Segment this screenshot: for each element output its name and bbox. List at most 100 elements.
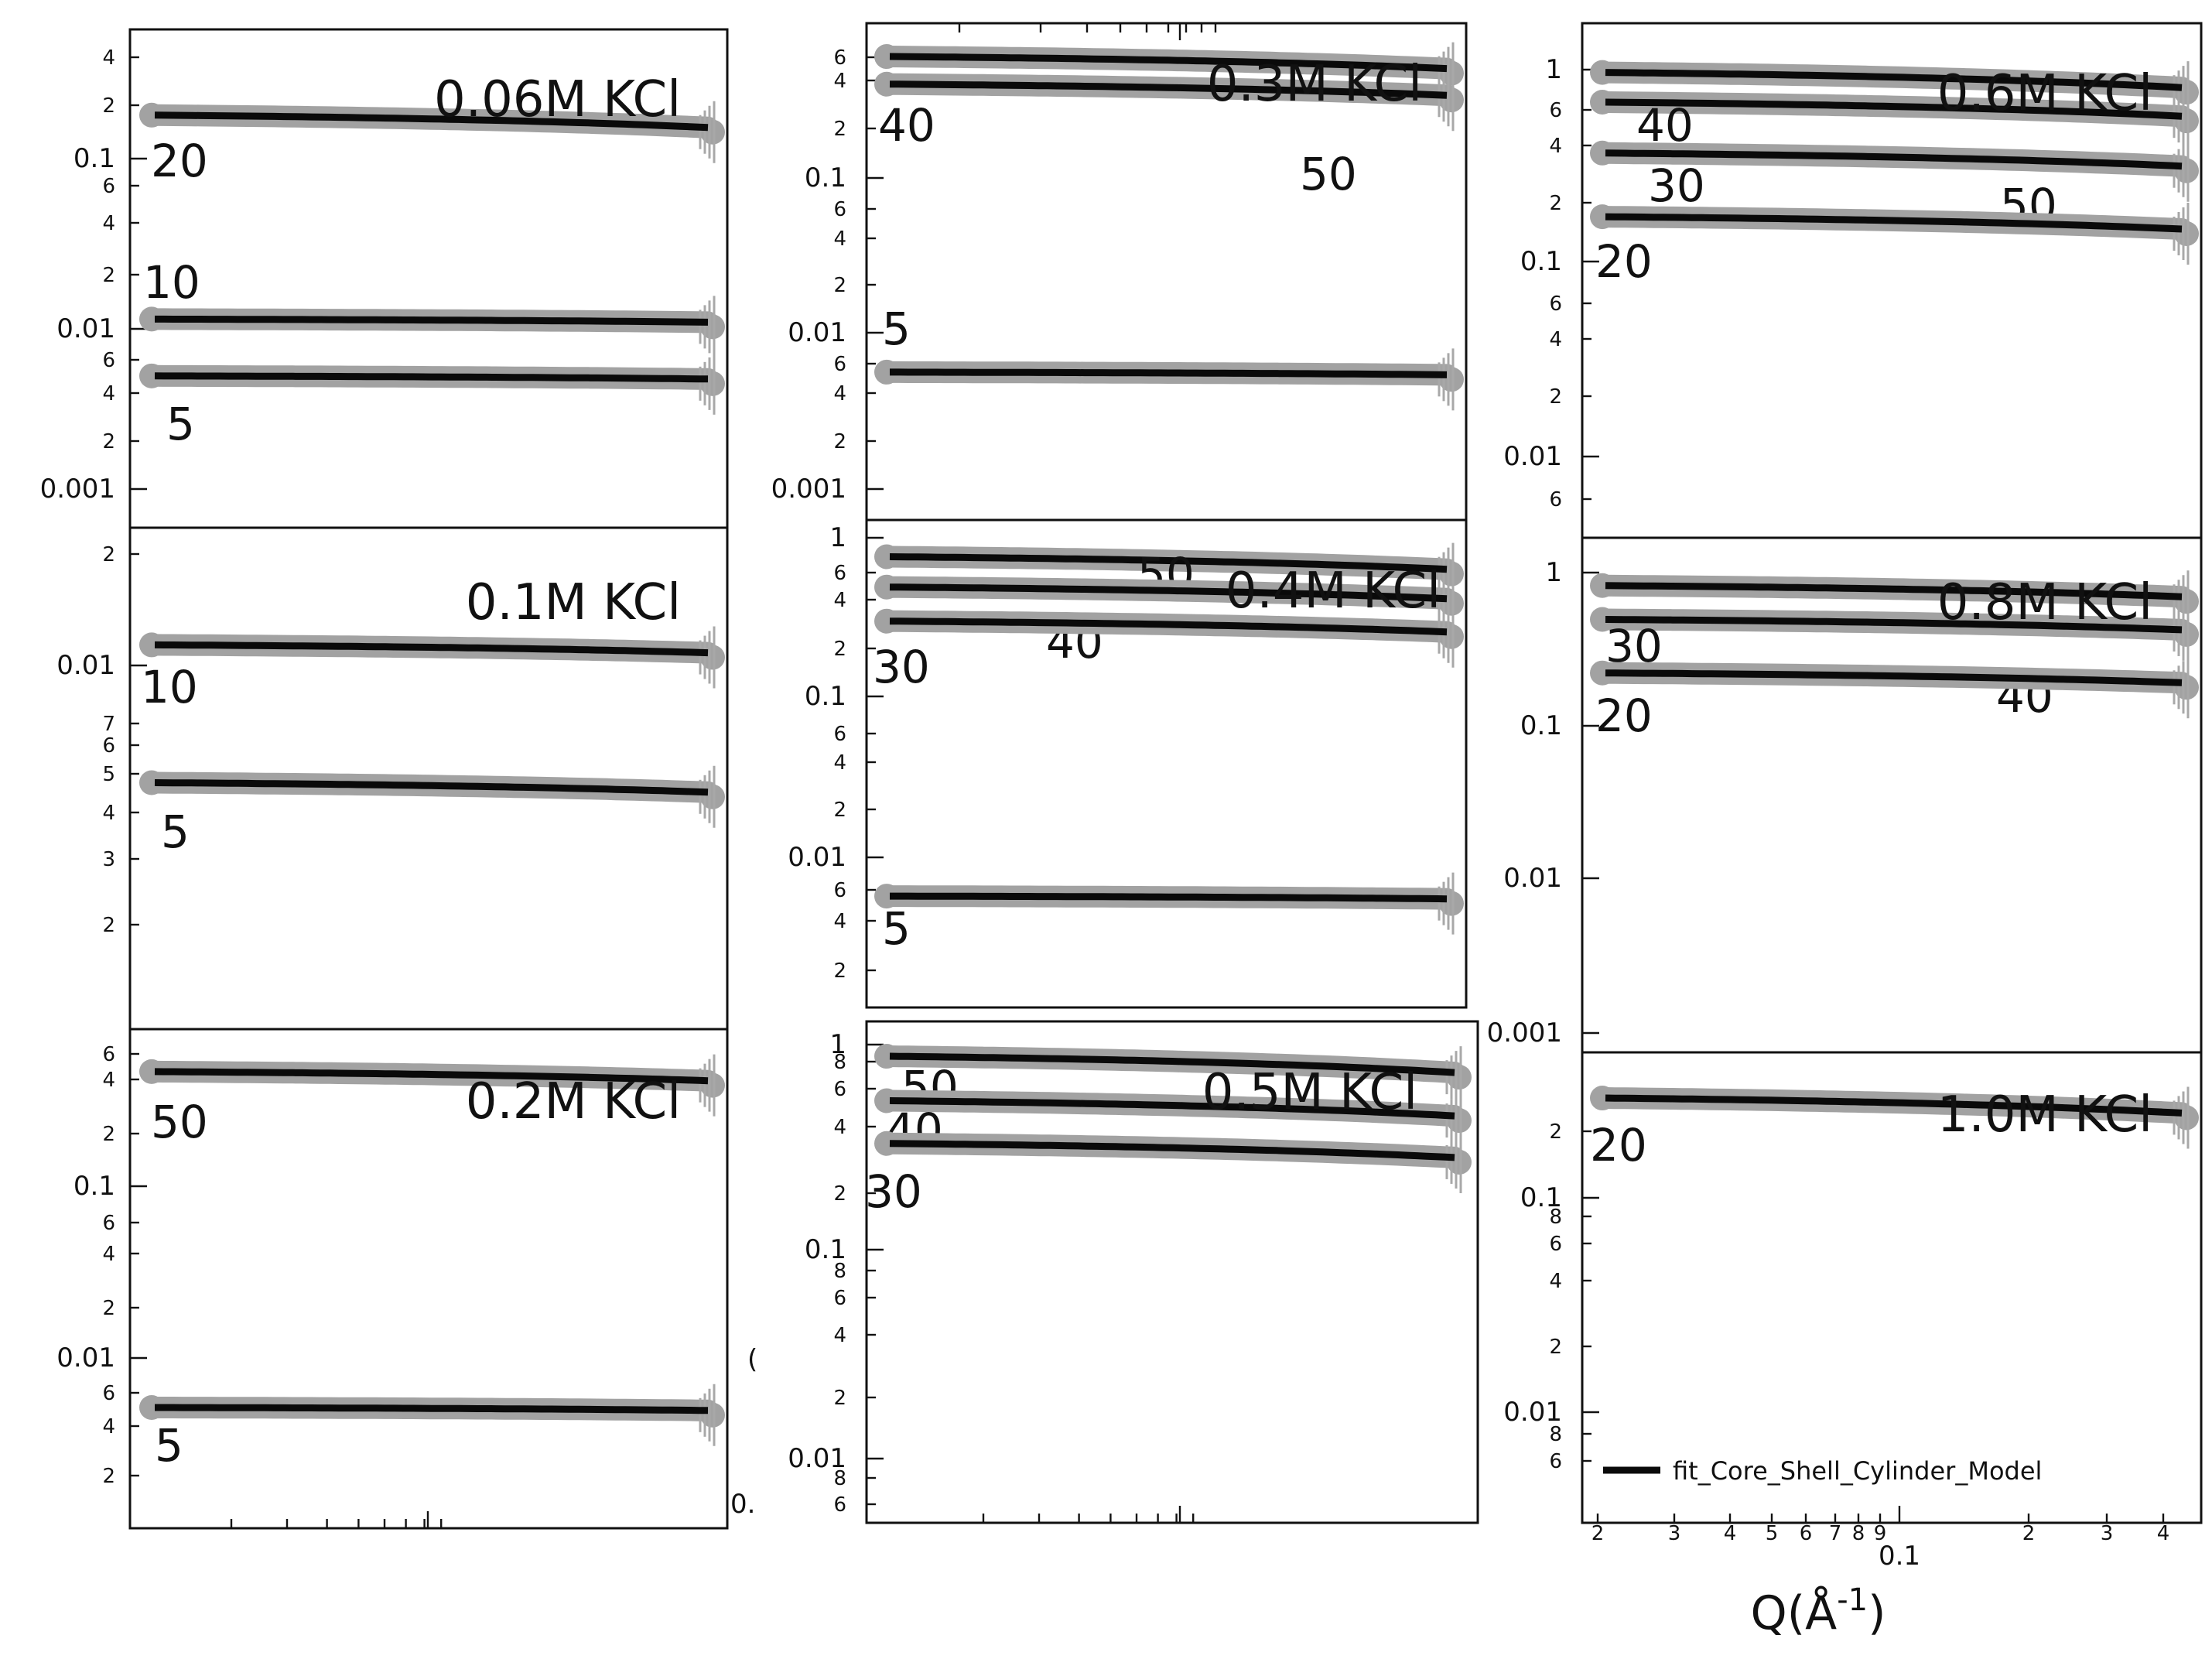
y-tick-label: 4 (1549, 135, 1562, 158)
series-10: 10 (139, 626, 725, 713)
y-tick-label: 2 (1549, 385, 1562, 409)
y-tick-label: 0.1 (1520, 1182, 1562, 1213)
fit-line (889, 1052, 1455, 1076)
y-tick-label: 4 (833, 751, 846, 775)
series-5: 5 (874, 872, 1464, 955)
y-tick-label: 4 (833, 227, 846, 251)
series-label: 30 (1648, 159, 1705, 212)
legend-label: fit_Core_Shell_Cylinder_Model (1673, 1456, 2042, 1486)
y-tick-label: 4 (102, 1243, 115, 1266)
y-tick-label: 2 (833, 959, 846, 983)
panel-title: 0.3M KCl (1207, 56, 1422, 113)
y-tick-label: 4 (102, 46, 115, 70)
panel-title: 0.8M KCl (1937, 574, 2152, 631)
data-marker (139, 1394, 164, 1420)
y-tick-label: 2 (833, 638, 846, 661)
x-tick-label: 4 (1724, 1522, 1737, 1545)
fit-line (154, 779, 709, 796)
series-label: 5 (166, 398, 195, 450)
data-marker (874, 1044, 899, 1069)
fit-line (889, 80, 1448, 99)
data-marker (139, 306, 164, 332)
y-tick-label: 2 (102, 430, 115, 453)
panel-title: 0.06M KCl (434, 71, 681, 128)
fit-line (155, 1404, 709, 1414)
x-axis: 2 3 4 5 6 7 8 90.1 2 3 4 Q(Å-1) (1582, 1506, 2201, 1640)
panel-frame (865, 518, 1468, 1009)
series-40: 40 (874, 69, 1464, 152)
y-tick-label: 6 (833, 1287, 846, 1310)
panel-frame (865, 1020, 1479, 1524)
panel-title: 0.1M KCl (466, 574, 681, 631)
y-tick-label: 6 (1549, 1450, 1562, 1473)
series-label: 50 (1300, 148, 1357, 200)
x-tick-label: 2 (2022, 1522, 2036, 1545)
y-tick-label: 4 (102, 1069, 115, 1092)
data-marker (874, 574, 899, 600)
fit-line (155, 315, 709, 326)
fit-line (1605, 213, 2183, 233)
bottom-ticks (230, 1506, 1195, 1528)
y-tick-label: 2 (102, 543, 115, 566)
series-label: 5 (882, 303, 911, 355)
y-tick-label: 6 (1549, 488, 1562, 511)
top-ticks (958, 23, 1217, 40)
fit-line (154, 372, 709, 383)
fit-line (889, 1097, 1455, 1120)
series-5: 5 (139, 765, 725, 858)
series-label: 5 (882, 902, 911, 955)
panel-title: 0.2M KCl (466, 1073, 681, 1131)
x-tick-label: 3 (2101, 1522, 2114, 1545)
fit-line (1605, 616, 2183, 634)
y-tick-label: 8 (833, 1467, 846, 1490)
y-tick-label: 2 (1549, 1336, 1562, 1359)
data-marker (874, 71, 899, 97)
y-tick-label: 1 (829, 1029, 846, 1060)
y-tick-label: 4 (102, 802, 115, 825)
data-marker (1590, 573, 1615, 598)
panel-p02: 6 4 2 0.1 6 4 2 0.01 6 4 2 50 5 0.2M KCl (56, 1028, 729, 1530)
y-tick-label: 0.01 (1503, 441, 1562, 472)
y-tick-label: 2 (833, 1387, 846, 1410)
y-tick-label: 2 (833, 274, 846, 297)
y-tick-label: 2 (833, 799, 846, 822)
data-marker (139, 770, 164, 795)
y-tick-label: 0.001 (40, 474, 115, 505)
x-tick-label: 0.1 (1879, 1541, 1920, 1572)
y-tick-label: 0.1 (805, 162, 846, 193)
x-tick-label: 9 (1874, 1522, 1887, 1545)
x-axis-title-exponent: -1 (1837, 1582, 1868, 1618)
y-tick-label: 0.01 (1503, 1397, 1562, 1428)
series-label: 20 (151, 135, 208, 187)
data-marker (1590, 60, 1615, 85)
x-tick-label: 3 (1668, 1522, 1681, 1545)
y-tick-label: 6 (1549, 1233, 1562, 1256)
fit-line (1605, 69, 2183, 91)
series-50: 50 (874, 42, 1464, 200)
data-marker (874, 359, 899, 385)
y-tick-label: 0.1 (805, 681, 846, 712)
x-axis-title-close: ) (1868, 1586, 1885, 1640)
fit-line (1605, 98, 2183, 120)
fit-line (1605, 582, 2183, 600)
y-tick-label: 0.01 (788, 317, 846, 348)
y-tick-label: 0.01 (1503, 863, 1562, 894)
y-tick-label: 2 (833, 1182, 846, 1206)
series-label: 30 (873, 641, 930, 693)
series-20: 20 (1590, 1086, 2199, 1172)
series-5: 5 (139, 1384, 725, 1472)
y-tick-label: 0.1 (805, 1234, 846, 1265)
y-tick-label: 6 (1549, 292, 1562, 316)
x-axis-title: Q(Å-1) (1751, 1582, 1886, 1640)
x-axis-title-text: Q(Å (1751, 1585, 1838, 1640)
y-tick-label: 6 (102, 175, 115, 198)
y-tick-label: 4 (833, 1324, 846, 1347)
series-30: 30 (873, 605, 1464, 693)
x-tick-label: 7 (1829, 1522, 1842, 1545)
fit-line (889, 1140, 1455, 1161)
